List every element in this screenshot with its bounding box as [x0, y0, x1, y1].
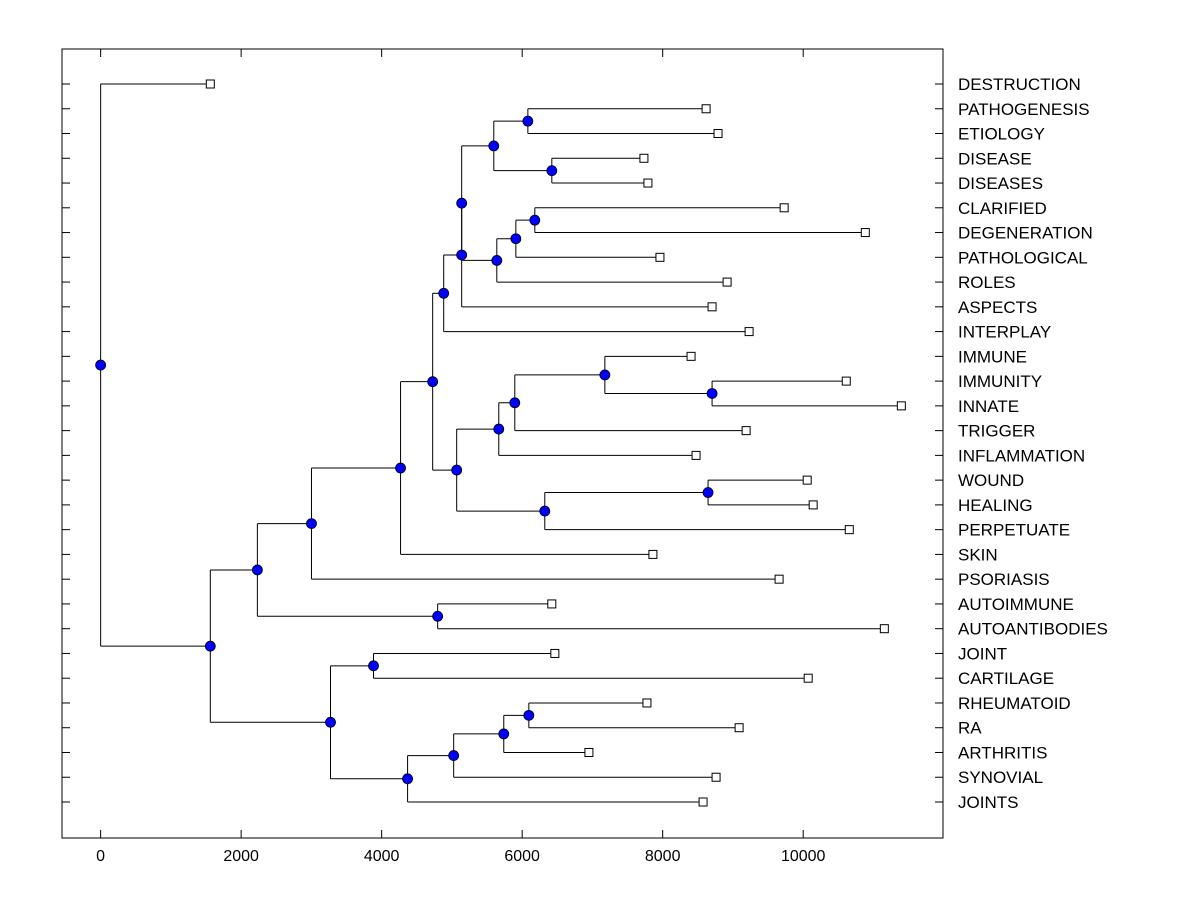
- leaf-label: ROLES: [958, 273, 1016, 292]
- internal-node-marker: [432, 610, 444, 622]
- leaf-label: CLARIFIED: [958, 199, 1047, 218]
- leaf-marker: [741, 426, 751, 436]
- leaf-marker: [744, 327, 754, 337]
- leaf-marker: [713, 129, 723, 139]
- internal-node-marker: [456, 249, 468, 261]
- internal-node-marker: [599, 369, 611, 381]
- leaf-label: INTERPLAY: [958, 323, 1051, 342]
- leaf-label: INNATE: [958, 397, 1019, 416]
- x-tick-label: 4000: [364, 848, 400, 865]
- plot-area-frame: [61, 48, 944, 839]
- x-tick-label: 2000: [223, 848, 259, 865]
- internal-node-marker: [522, 115, 534, 127]
- leaf-label: AUTOIMMUNE: [958, 595, 1074, 614]
- leaf-marker: [803, 673, 813, 683]
- leaf-marker: [808, 500, 818, 510]
- internal-node-marker: [448, 750, 460, 761]
- leaf-label: INFLAMMATION: [958, 446, 1085, 465]
- leaf-label: DISEASES: [958, 174, 1043, 193]
- internal-node-marker: [402, 773, 413, 785]
- internal-node-marker: [306, 518, 317, 530]
- leaf-marker: [639, 153, 649, 163]
- x-tick-label: 6000: [504, 848, 540, 865]
- leaf-label: SYNOVIAL: [958, 768, 1043, 787]
- leaf-label: RA: [958, 719, 982, 738]
- leaf-label: AUTOANTIBODIES: [958, 620, 1108, 639]
- leaf-label: DEGENERATION: [958, 224, 1093, 243]
- leaf-marker: [584, 747, 594, 757]
- leaf-label: ARTHRITIS: [958, 743, 1047, 762]
- leaf-label: JOINTS: [958, 793, 1018, 812]
- internal-node-marker: [546, 165, 558, 177]
- leaf-label: ETIOLOGY: [958, 125, 1045, 144]
- leaf-marker: [879, 624, 889, 634]
- leaf-label: SKIN: [958, 545, 998, 564]
- internal-node-marker: [251, 564, 263, 576]
- internal-node-marker: [456, 197, 468, 209]
- leaf-label: WOUND: [958, 471, 1024, 490]
- leaf-marker: [774, 574, 784, 584]
- leaf-marker: [691, 450, 701, 460]
- leaf-marker: [844, 525, 854, 535]
- leaf-label: DISEASE: [958, 149, 1032, 168]
- internal-node-marker: [488, 140, 500, 152]
- leaf-marker: [722, 277, 732, 287]
- leaf-label: TRIGGER: [958, 422, 1035, 441]
- leaf-marker: [841, 376, 851, 386]
- internal-node-marker: [529, 214, 541, 226]
- leaf-marker: [547, 599, 557, 609]
- leaf-label: ASPECTS: [958, 298, 1037, 317]
- leaf-marker: [711, 772, 721, 782]
- leaf-label: PATHOGENESIS: [958, 100, 1090, 119]
- leaf-marker: [550, 648, 560, 658]
- leaf-marker: [643, 178, 653, 188]
- internal-node-marker: [491, 255, 503, 266]
- leaf-label: IMMUNE: [958, 347, 1027, 366]
- internal-node-marker: [95, 359, 107, 371]
- leaf-marker: [707, 302, 717, 312]
- internal-node-marker: [451, 464, 463, 476]
- leaf-marker: [734, 723, 744, 733]
- internal-node-marker: [509, 397, 521, 409]
- leaf-marker: [779, 203, 789, 213]
- leaf-marker: [802, 475, 812, 485]
- leaf-marker: [642, 698, 652, 708]
- internal-node-marker: [325, 716, 336, 728]
- internal-node-marker: [702, 487, 714, 498]
- leaf-label: PERPETUATE: [958, 521, 1070, 540]
- leaf-marker: [205, 79, 215, 89]
- leaf-marker: [648, 549, 658, 559]
- internal-node-marker: [438, 287, 450, 299]
- leaf-label: PSORIASIS: [958, 570, 1050, 589]
- leaf-label: RHEUMATOID: [958, 694, 1071, 713]
- leaf-marker: [860, 228, 870, 238]
- internal-node-marker: [395, 462, 406, 474]
- leaf-label: JOINT: [958, 644, 1007, 663]
- internal-node-marker: [498, 728, 510, 740]
- leaf-label: PATHOLOGICAL: [958, 248, 1088, 267]
- internal-node-marker: [493, 423, 505, 435]
- leaf-marker: [686, 351, 696, 361]
- internal-node-marker: [523, 709, 535, 721]
- x-tick-label: 8000: [645, 848, 681, 865]
- x-tick-label: 0: [96, 848, 105, 865]
- leaf-label: DESTRUCTION: [958, 75, 1081, 94]
- internal-node-marker: [204, 640, 216, 652]
- internal-node-marker: [706, 388, 718, 399]
- leaf-label: HEALING: [958, 496, 1033, 515]
- leaf-marker: [896, 401, 906, 411]
- leaf-marker: [701, 104, 711, 114]
- internal-node-marker: [368, 660, 379, 672]
- leaf-label: IMMUNITY: [958, 372, 1042, 391]
- x-tick-label: 10000: [781, 848, 826, 865]
- internal-node-marker: [510, 233, 522, 245]
- leaf-marker: [655, 252, 665, 262]
- internal-node-marker: [539, 505, 551, 517]
- leaf-marker: [698, 797, 708, 807]
- internal-node-marker: [427, 376, 439, 388]
- leaf-label: CARTILAGE: [958, 669, 1054, 688]
